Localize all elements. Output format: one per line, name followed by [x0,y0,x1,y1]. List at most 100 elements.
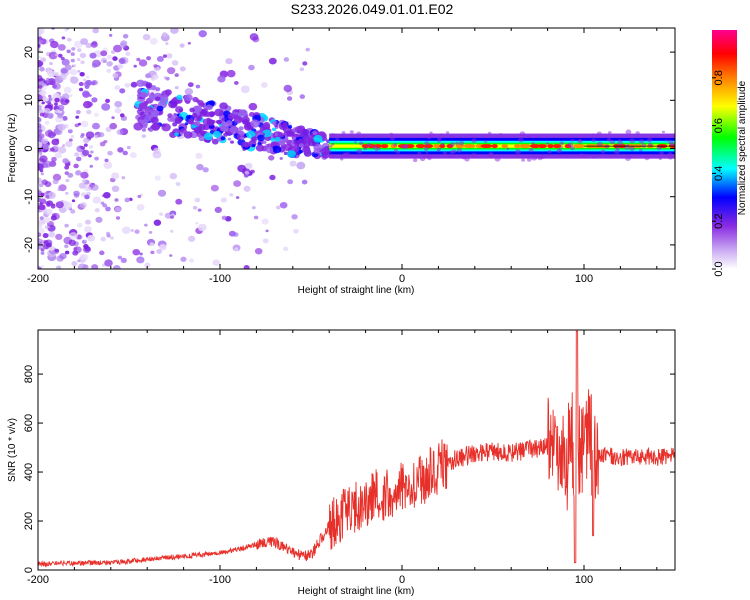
spectrogram-noise-blob [40,264,44,268]
snr-axes: -200 -100 0 100 0 200 400 600 800 [23,330,675,586]
spectrogram-xtick-label: -100 [209,273,231,285]
spectrogram-xtick-label: 100 [575,273,593,285]
spectrogram-fringe-blob [329,144,333,148]
spectrogram-peak-blob [415,144,426,149]
spectrogram-noise-blob [124,197,130,203]
spectrogram-noise-blob [275,205,281,210]
spectrogram-noise-blob [244,170,250,175]
spectrogram-noise-blob [40,248,45,252]
spectrogram-noise-blob [202,167,209,173]
spectrogram-fringe-blob [423,146,429,151]
spectrogram-noise-blob [85,131,95,139]
spectrogram-noise-blob [187,235,196,242]
spectrogram-trace-blob [220,124,229,132]
spectrogram-noise-blob [166,53,173,59]
spectrogram-noise-blob [175,181,181,187]
spectrogram-noise-blob [78,87,84,92]
spectrogram-noise-blob [107,150,113,156]
spectrogram-trace-blob [312,131,318,135]
colorbar-tick-label: 0.6 [713,118,725,133]
spectrogram-noise-blob [214,206,222,214]
spectrogram-noise-blob [84,185,92,192]
spectrogram-noise-blob [70,209,76,214]
spectrogram-noise-blob [130,81,138,88]
spectrogram-fringe-blob [471,138,477,143]
spectrogram-trace-blob [301,129,310,136]
spectrogram-noise-blob [48,160,57,167]
spectrogram-noise-blob [38,190,43,197]
spectrogram-noise-blob [57,123,66,131]
spectrogram-noise-blob [68,239,76,246]
spectrogram-trace-blob [265,146,274,154]
spectrogram-noise-blob [90,41,98,48]
spectrogram-fringe-blob [527,135,531,138]
spectrogram-fringe-blob [380,135,384,139]
spectrogram-peak-blob [529,144,541,149]
spectrogram-noise-blob [110,236,114,240]
spectrogram-fringe-blob [494,156,501,162]
spectrogram-fringe-blob [600,149,605,154]
spectrogram-trace-blob [176,94,183,100]
spectrogram-noise-blob [283,84,293,93]
spectrogram-noise-blob [169,215,175,219]
spectrogram-noise-blob [179,66,186,72]
spectrogram-fringe-blob [440,142,445,146]
spectrogram-noise-blob [79,52,87,59]
spectrogram-noise-blob [40,172,45,176]
spectrogram-noise-blob [89,52,97,59]
spectrogram-noise-blob [112,265,121,269]
spectrogram-noise-blob [54,248,60,253]
spectrogram-noise-blob [66,49,71,54]
spectrogram-trace-blob [271,120,277,126]
snr-xlabel: Height of straight line (km) [298,586,415,597]
spectrogram-noise-blob [145,73,152,79]
spectrogram-noise-blob [144,262,151,268]
spectrogram-fringe-blob [668,155,673,160]
spectrogram-noise-blob [44,120,50,125]
spectrogram-noise-blob [75,156,82,162]
spectrogram-noise-blob [99,250,105,256]
spectrogram-noise-blob [55,53,59,57]
spectrogram-trace-blob [202,124,210,131]
spectrogram-fringe-blob [638,138,645,144]
spectrogram-fringe-blob [540,155,545,160]
spectrogram-noise-blob [153,64,158,68]
spectrogram-noise-blob [58,73,67,81]
spectrogram-noise-blob [114,206,122,212]
spectrogram-noise-blob [152,74,159,80]
spectrogram-noise-blob [175,198,183,205]
spectrogram-fringe-blob [417,151,422,156]
spectrogram-noise-blob [65,178,70,183]
spectrogram-fringe-blob [450,155,454,158]
spectrogram-xtick-label: 0 [399,273,405,285]
spectrogram-noise-blob [87,234,96,242]
spectrogram-trace-blob [185,115,191,120]
spectrogram-noise-blob [159,243,167,251]
spectrogram-noise-blob [283,57,290,62]
spectrogram-trace-blob [243,141,250,148]
spectrogram-trace-blob [299,149,304,154]
spectrogram-trace-blob [156,105,164,112]
spectrogram-noise-blob [38,266,42,269]
spectrogram-trace-blob [206,119,215,126]
spectrogram-trace-blob [194,120,201,127]
spectrogram-noise-blob [88,154,92,158]
spectrogram-noise-blob [77,69,81,73]
spectrogram-fringe-blob [461,155,467,160]
spectrogram-trace-blob [277,132,284,138]
spectrogram-peak-blob [537,144,547,149]
spectrogram-noise-blob [98,132,105,138]
spectrogram-trace-blob [238,130,245,136]
spectrogram-trace-blob [251,136,257,142]
spectrogram-noise-blob [105,126,112,132]
spectrogram-noise-blob [159,212,164,216]
spectrogram-noise-blob [252,36,260,43]
spectrogram-noise-blob [46,103,54,109]
spectrogram-noise-blob [80,171,89,179]
snr-ytick-label: 200 [23,512,35,530]
spectrogram-trace-blob [226,120,233,126]
spectrogram-fringe-blob [547,150,552,154]
spectrogram-noise-blob [54,102,58,106]
spectrogram-noise-blob [167,67,176,75]
